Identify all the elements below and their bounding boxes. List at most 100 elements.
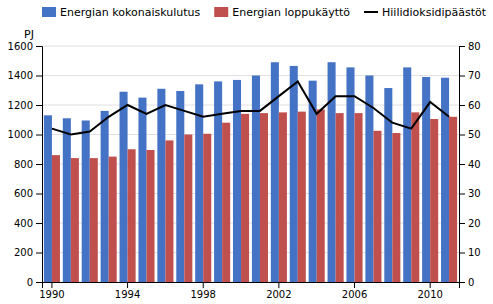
grid-line <box>42 75 459 76</box>
legend-label: Energian loppukäyttö <box>232 6 350 19</box>
tick-label: 1994 <box>115 289 140 300</box>
axis-line <box>43 283 460 289</box>
tick-label: 0 <box>468 277 474 288</box>
bar <box>298 112 306 282</box>
bar <box>203 134 211 282</box>
bar <box>184 135 192 283</box>
tick-label: 1200 <box>8 100 33 111</box>
tick-mark <box>203 282 204 288</box>
grid-line <box>42 46 459 47</box>
tick-label: 0 <box>27 277 33 288</box>
bar <box>138 98 146 282</box>
bar <box>90 158 98 282</box>
y2-tick: 40 <box>459 159 481 170</box>
y-tick: 200 <box>14 247 42 258</box>
bar <box>109 157 117 282</box>
bar <box>411 112 419 282</box>
tick-label: 10 <box>468 247 481 258</box>
bar <box>449 117 457 282</box>
tick-mark <box>36 46 42 47</box>
y2-tick: 50 <box>459 129 481 140</box>
line <box>52 81 449 134</box>
axis-line <box>460 47 466 283</box>
bar <box>241 114 249 282</box>
tick-mark <box>459 164 465 165</box>
bar <box>146 150 154 282</box>
tick-label: 1998 <box>190 289 215 300</box>
y-tick: 1000 <box>8 129 42 140</box>
bar <box>214 81 222 282</box>
tick-label: 30 <box>468 188 481 199</box>
tick-mark <box>459 105 465 106</box>
tick-label: 60 <box>468 100 481 111</box>
bar <box>403 67 411 282</box>
tick-mark <box>430 282 431 288</box>
tick-label: 1600 <box>8 41 33 52</box>
tick-label: 20 <box>468 218 481 229</box>
tick-label: 800 <box>14 159 33 170</box>
tick-label: 600 <box>14 188 33 199</box>
bar <box>430 119 438 282</box>
tick-mark <box>459 223 465 224</box>
grid-line <box>42 105 459 106</box>
tick-mark <box>36 164 42 165</box>
y2-tick: 60 <box>459 100 481 111</box>
tick-mark <box>36 282 42 283</box>
bar <box>176 91 184 282</box>
legend-swatch <box>214 7 228 17</box>
tick-mark <box>36 253 42 254</box>
legend-item: Energian loppukäyttö <box>214 6 350 19</box>
tick-label: 50 <box>468 129 481 140</box>
tick-label: 2010 <box>417 289 442 300</box>
tick-label: 1400 <box>8 70 33 81</box>
legend-label: Hiilidioksidipäästöt <box>382 6 487 19</box>
bar <box>120 92 128 282</box>
x-tick: 2006 <box>342 282 367 300</box>
tick-label: 40 <box>468 159 481 170</box>
bar <box>101 111 109 282</box>
y-tick: 800 <box>14 159 42 170</box>
tick-label: 2006 <box>342 289 367 300</box>
bar <box>222 123 230 282</box>
tick-mark <box>36 105 42 106</box>
bar <box>279 112 287 282</box>
bar-series <box>44 62 449 282</box>
bar <box>271 62 279 282</box>
tick-label: 70 <box>468 70 481 81</box>
tick-mark <box>459 135 465 136</box>
y-tick: 600 <box>14 188 42 199</box>
y2-tick: 10 <box>459 247 481 258</box>
y-tick: 1200 <box>8 100 42 111</box>
bar <box>157 89 165 282</box>
y-tick: 1400 <box>8 70 42 81</box>
bar <box>71 158 79 282</box>
y-tick: 0 <box>27 277 42 288</box>
y-tick: 400 <box>14 218 42 229</box>
x-tick: 1990 <box>39 282 64 300</box>
bar <box>336 113 344 282</box>
tick-mark <box>354 282 355 288</box>
grid <box>42 46 459 282</box>
bar <box>373 131 381 282</box>
tick-mark <box>459 46 465 47</box>
y-axis: 0 200 400 600 800 1000 1200 1400 1600 <box>8 41 43 288</box>
axis-line <box>36 47 43 283</box>
bar <box>346 67 354 282</box>
bar-series <box>52 109 457 282</box>
y-tick: 1600 <box>8 41 42 52</box>
y2-tick: 30 <box>459 188 481 199</box>
tick-label: 1990 <box>39 289 64 300</box>
legend-label: Energian kokonaiskulutus <box>60 6 200 19</box>
bar <box>165 140 173 282</box>
y2-tick: 20 <box>459 218 481 229</box>
plot: 0 200 400 600 800 1000 1200 1400 1600 0 10 20 30 40 50… <box>8 41 481 300</box>
bar <box>355 113 363 282</box>
bar <box>441 78 449 282</box>
y-axis-label: PJ <box>24 28 34 41</box>
bar <box>328 62 336 282</box>
tick-mark <box>459 76 465 77</box>
bar <box>63 118 71 282</box>
y2-tick: 0 <box>459 277 474 288</box>
bar <box>290 66 298 282</box>
bar <box>128 149 136 282</box>
